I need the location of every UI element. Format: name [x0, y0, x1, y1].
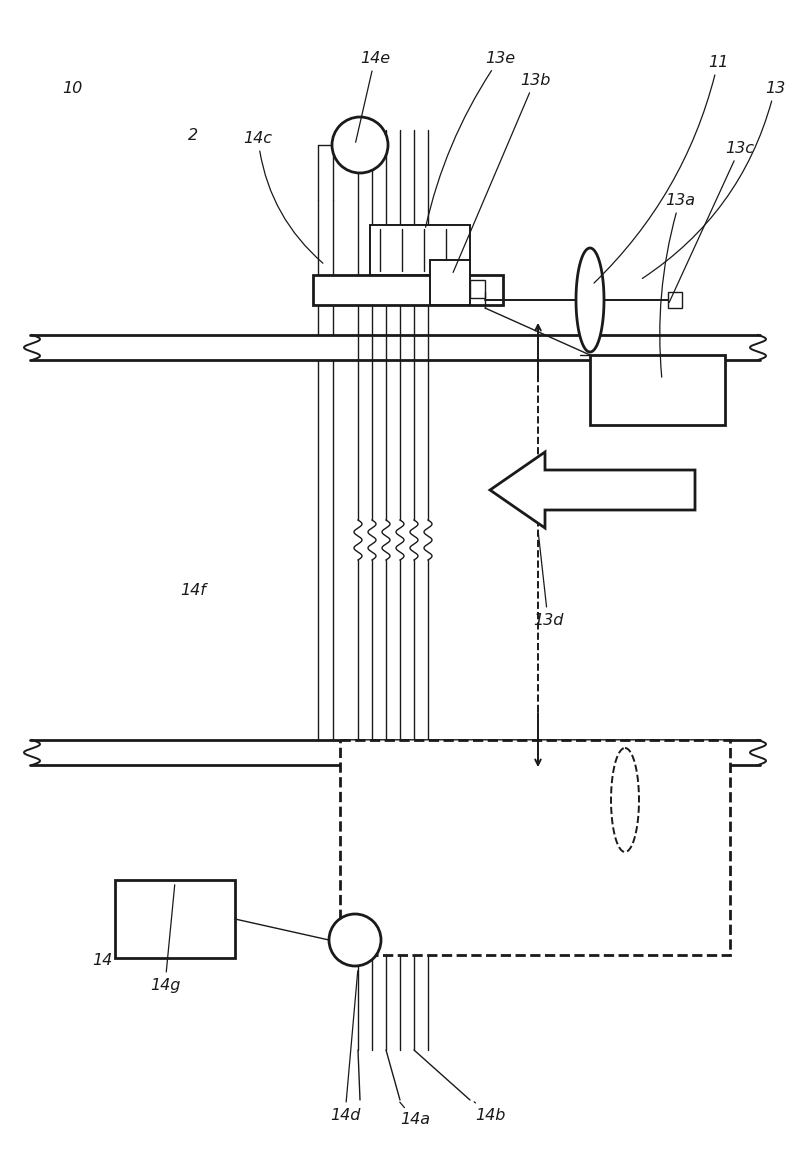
Bar [370, 224, 470, 275]
Circle shape [329, 914, 381, 966]
Text: 14: 14 [92, 953, 112, 968]
Text: 13e: 13e [426, 51, 515, 227]
Text: 14b: 14b [474, 1102, 505, 1122]
Bar [698, 792, 712, 808]
Text: 14d: 14d [330, 970, 360, 1122]
Text: 11: 11 [594, 54, 728, 283]
Text: 13b: 13b [453, 73, 550, 273]
Text: 10: 10 [62, 81, 82, 96]
Bar [355, 760, 520, 785]
Bar [340, 740, 730, 955]
Polygon shape [490, 452, 695, 528]
Bar [430, 260, 470, 305]
Bar [568, 855, 716, 945]
Bar [313, 275, 503, 305]
Text: 14g: 14g [150, 885, 180, 992]
Text: 13a: 13a [660, 192, 695, 378]
Bar [668, 292, 682, 308]
Polygon shape [576, 247, 604, 352]
Text: 13c: 13c [669, 140, 754, 303]
Text: 2: 2 [188, 128, 198, 143]
Text: 14a: 14a [400, 1103, 430, 1128]
Bar [470, 280, 485, 298]
Text: 14e: 14e [356, 51, 390, 143]
Text: 13d: 13d [533, 533, 563, 627]
Bar [590, 355, 725, 425]
Text: 13: 13 [642, 81, 785, 279]
Circle shape [332, 117, 388, 173]
Text: 14f: 14f [180, 582, 206, 597]
Text: 14c: 14c [243, 130, 323, 264]
Bar [115, 881, 235, 958]
Bar [355, 785, 520, 840]
